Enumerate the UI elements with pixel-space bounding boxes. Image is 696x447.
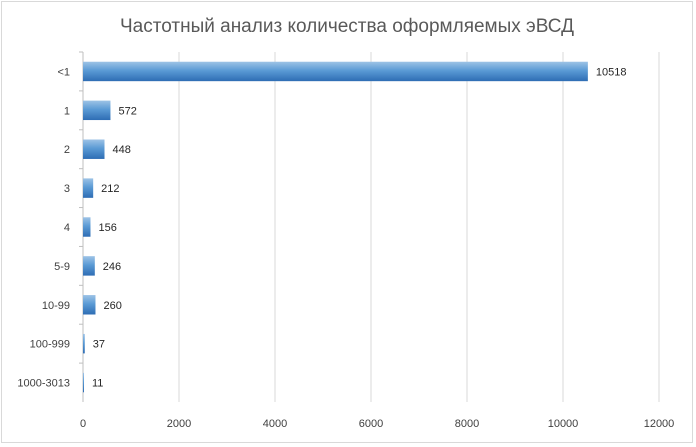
bar bbox=[83, 372, 84, 393]
category-label: 4 bbox=[64, 222, 70, 234]
x-tick-label: 0 bbox=[80, 418, 86, 430]
x-tick-label: 2000 bbox=[167, 418, 191, 430]
bar bbox=[83, 178, 94, 198]
x-tick-label: 8000 bbox=[455, 418, 479, 430]
value-label: 10518 bbox=[596, 66, 627, 78]
chart-title: Частотный анализ количества оформляемых … bbox=[120, 16, 574, 37]
category-label: 1 bbox=[64, 105, 70, 117]
bar bbox=[83, 100, 111, 121]
value-label: 156 bbox=[98, 222, 116, 234]
bar bbox=[83, 295, 96, 315]
value-label: 212 bbox=[101, 183, 119, 195]
category-label: 3 bbox=[64, 183, 70, 195]
bar bbox=[83, 333, 85, 354]
value-label: 246 bbox=[103, 261, 121, 273]
bar bbox=[83, 139, 105, 159]
x-tick-label: 4000 bbox=[263, 418, 287, 430]
x-tick-label: 10000 bbox=[548, 418, 579, 430]
x-tick-label: 6000 bbox=[359, 418, 383, 430]
value-label: 572 bbox=[118, 105, 136, 117]
value-label: 260 bbox=[103, 300, 121, 312]
bar bbox=[83, 61, 588, 82]
category-label: <1 bbox=[57, 66, 70, 78]
bar bbox=[83, 256, 95, 276]
x-tick-label: 12000 bbox=[644, 418, 675, 430]
category-label: 1000-3013 bbox=[17, 378, 70, 390]
bars bbox=[83, 61, 588, 393]
category-label: 100-999 bbox=[30, 339, 70, 351]
category-label: 2 bbox=[64, 144, 70, 156]
category-label: 5-9 bbox=[54, 261, 70, 273]
bar bbox=[83, 217, 91, 237]
gridlines bbox=[178, 52, 660, 402]
category-label: 10-99 bbox=[42, 300, 70, 312]
value-label: 11 bbox=[92, 378, 103, 390]
value-label: 37 bbox=[93, 339, 105, 351]
value-label: 448 bbox=[113, 144, 131, 156]
axes bbox=[79, 51, 84, 402]
